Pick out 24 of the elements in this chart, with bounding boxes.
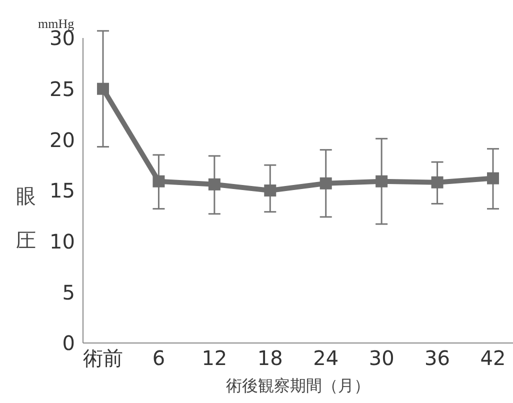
- x-tick-label: 6: [152, 346, 166, 370]
- y-tick-label: 20: [50, 128, 75, 152]
- point: [264, 184, 276, 196]
- y-tick-label: 10: [50, 229, 75, 254]
- x-tick-label: 術前: [83, 346, 123, 370]
- x-tick-label: 36: [424, 346, 450, 370]
- x-axis-title: 術後観察期間（月）: [225, 376, 371, 397]
- x-tick-label: 18: [257, 346, 283, 370]
- x-tick-label: 24: [313, 346, 339, 370]
- y-axis-title: 眼圧: [16, 183, 37, 254]
- point: [487, 172, 499, 184]
- x-tick-label: 30: [368, 346, 394, 370]
- y-tick-label: 5: [62, 280, 75, 304]
- point: [97, 82, 109, 95]
- y-tick-label: 0: [62, 331, 75, 356]
- point: [152, 175, 165, 188]
- point: [376, 175, 388, 188]
- point: [320, 177, 332, 190]
- point: [208, 178, 220, 190]
- y-tick-label: 15: [50, 178, 75, 203]
- x-tick-label: 12: [202, 346, 228, 370]
- y-tick-label: 25: [50, 76, 75, 101]
- x-tick-label: 42: [480, 346, 506, 370]
- point: [431, 176, 444, 188]
